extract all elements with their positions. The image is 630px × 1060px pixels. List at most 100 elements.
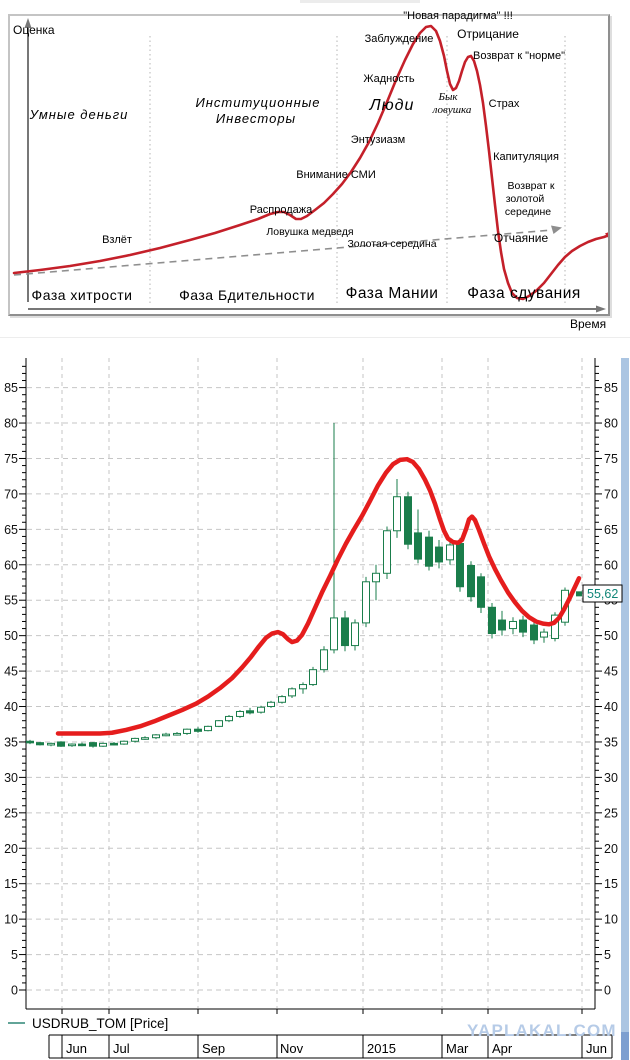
candle [330, 617, 338, 651]
candle [131, 737, 139, 742]
month-label: Jul [113, 1041, 130, 1056]
candle [173, 732, 181, 736]
legend-label: USDRUB_TOM [Price] [32, 1016, 168, 1031]
diagram-annotation: Капитуляция [493, 151, 559, 163]
diagram-annotation: Время [570, 317, 607, 331]
candle [393, 496, 401, 532]
red-overlay-line [55, 456, 582, 736]
last-price-box [582, 584, 623, 603]
diagram-annotation: Возврат к "норме" [473, 50, 565, 62]
diagram-annotation: Оценка [13, 23, 55, 37]
diagram-annotation: Бык [438, 91, 458, 103]
y-axis-label: 5 [11, 948, 18, 962]
month-label: Sep [202, 1041, 225, 1056]
diagram-annotation: Умные деньги [29, 107, 129, 122]
y-axis-label: 50 [604, 629, 618, 643]
diagram-annotation: Институционные [195, 95, 321, 110]
candle [152, 734, 160, 739]
y-axis-label: 10 [604, 913, 618, 927]
candle [425, 536, 433, 567]
diagram-annotation: Фаза сдувания [467, 285, 581, 302]
y-axis-label: 80 [4, 417, 18, 431]
candle [204, 725, 212, 732]
top-artifact [300, 0, 420, 3]
candle [57, 741, 65, 747]
candle [372, 572, 380, 583]
y-axis-label: 15 [604, 877, 618, 891]
y-axis-label: 45 [4, 665, 18, 679]
candle [99, 742, 107, 747]
diagram-annotation: Взлёт [102, 234, 132, 246]
candle [110, 742, 118, 746]
diagram-annotation: "Новая парадигма" !!! [403, 10, 513, 22]
candle [530, 624, 538, 641]
month-label: Mar [446, 1041, 469, 1056]
candle [225, 715, 233, 722]
candle [320, 649, 328, 671]
candle [120, 740, 128, 745]
candle [309, 669, 317, 686]
diagram-annotation: Фаза Бдительности [179, 287, 315, 303]
chart-overlay: USDRUB_TOM [Price] YAPLAKAL.COM 55,62 [8, 584, 623, 1040]
separator-line [0, 337, 630, 338]
y-axis-label: 60 [4, 558, 18, 572]
candle [488, 606, 496, 635]
candle [236, 710, 244, 717]
y-axis-label: 0 [11, 984, 18, 998]
y-axis-label: 30 [604, 771, 618, 785]
candle [47, 742, 55, 746]
diagram-annotation: Жадность [363, 73, 415, 85]
y-axis-label: 50 [4, 629, 18, 643]
y-axis-label: 40 [604, 700, 618, 714]
golden-mean-trend-line [13, 229, 553, 276]
last-price-label: 55,62 [587, 587, 618, 601]
y-axis-label: 10 [4, 913, 18, 927]
watermark-side-bar-dark [621, 1032, 629, 1060]
candle [194, 728, 202, 732]
candle [404, 496, 412, 545]
candle [288, 688, 296, 697]
candle [267, 701, 275, 708]
candle [257, 706, 265, 713]
candle [362, 581, 370, 624]
candle [551, 614, 559, 639]
diagram-annotation: Фаза хитрости [31, 287, 133, 303]
y-axis-label: 40 [4, 700, 18, 714]
y-axis-arrow-icon [24, 18, 32, 28]
diagram-annotation: Внимание СМИ [296, 169, 376, 181]
diagram-annotation: Инвесторы [215, 111, 297, 126]
candle [467, 564, 475, 598]
diagram-annotation: золотой [505, 193, 545, 205]
x-axis-arrow-icon [596, 305, 606, 313]
bubble-curve [12, 24, 608, 301]
candle [162, 733, 170, 737]
bubble-phases-svg [12, 18, 608, 313]
y-axis-label: 80 [604, 417, 618, 431]
trend-arrow-icon [551, 225, 562, 234]
candle [498, 619, 506, 631]
y-axis-label: 65 [4, 523, 18, 537]
candle [509, 620, 517, 630]
y-axis-label: 35 [604, 735, 618, 749]
candle [141, 737, 149, 740]
candle [540, 631, 548, 638]
candle [446, 544, 454, 561]
candle [78, 743, 86, 747]
diagram-annotation: Золотая середина [347, 238, 437, 250]
candle [26, 740, 34, 744]
y-axis-label: 85 [4, 381, 18, 395]
watermark-side-bar [621, 358, 629, 1032]
y-axis-label: 20 [604, 842, 618, 856]
y-axis-label: 85 [604, 381, 618, 395]
diagram-annotation: середине [504, 206, 552, 218]
diagram-annotation: Страх [488, 98, 520, 110]
y-axis-label: 20 [4, 842, 18, 856]
bubble-curve-arrow-icon [605, 232, 608, 238]
y-axis-label: 75 [604, 452, 618, 466]
y-axis-label: 70 [4, 487, 18, 501]
candle [341, 617, 349, 647]
candle [383, 530, 391, 574]
diagram-annotation: Заблуждение [364, 33, 434, 45]
